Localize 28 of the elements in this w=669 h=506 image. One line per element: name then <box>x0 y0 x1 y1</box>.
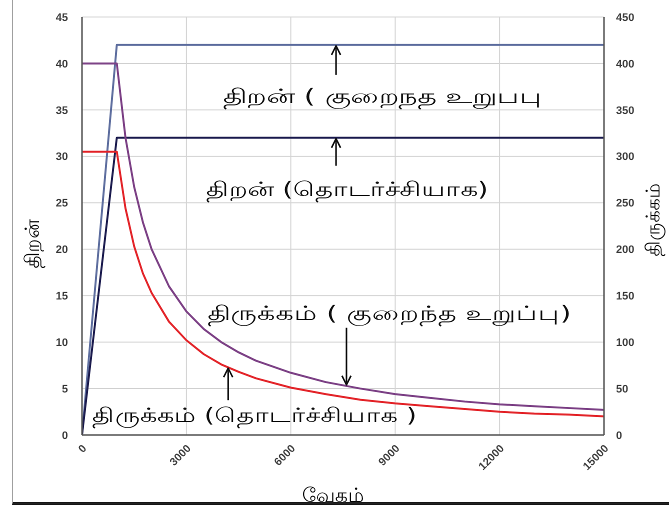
y-tick-label: 0 <box>62 430 68 442</box>
y2-tick-label: 0 <box>616 430 622 442</box>
x-tick-label: 0 <box>76 442 90 456</box>
y-tick-label: 20 <box>56 244 68 256</box>
y2-tick-label: 300 <box>616 151 634 164</box>
y-tick-label: 15 <box>56 290 68 303</box>
y-tick-label: 10 <box>56 337 68 350</box>
annotation: திருக்கம் ( குறைந்த உறுப்பு) <box>207 301 572 326</box>
y-tick-label: 40 <box>56 58 68 70</box>
y-tick-label: 5 <box>62 383 68 396</box>
y-tick-label: 45 <box>56 12 68 24</box>
y2-tick-label: 150 <box>616 290 634 303</box>
y2-tick-label: 400 <box>616 58 634 70</box>
annotation: திறன் (தொடர்ச்சியாக) <box>206 178 488 202</box>
y2-tick-label: 350 <box>616 104 634 117</box>
y2-tick-label: 250 <box>616 198 634 210</box>
annotation: திருக்கம் (தொடர்ச்சியாக ) <box>92 404 417 429</box>
y-axis-title: திறன் <box>20 218 46 268</box>
y-tick-label: 35 <box>56 104 68 117</box>
x-axis-title: வேகம் <box>302 483 364 506</box>
y2-axis-title: திருக்கம் <box>642 184 666 256</box>
y2-tick-label: 450 <box>616 12 634 24</box>
y-tick-label: 25 <box>56 198 68 210</box>
y2-tick-label: 50 <box>616 383 628 396</box>
annotation: திறன் ( குறைநத உறுபபு <box>223 84 542 110</box>
y-tick-label: 30 <box>56 151 68 164</box>
y2-tick-label: 200 <box>616 244 634 256</box>
y2-tick-label: 100 <box>616 337 634 350</box>
